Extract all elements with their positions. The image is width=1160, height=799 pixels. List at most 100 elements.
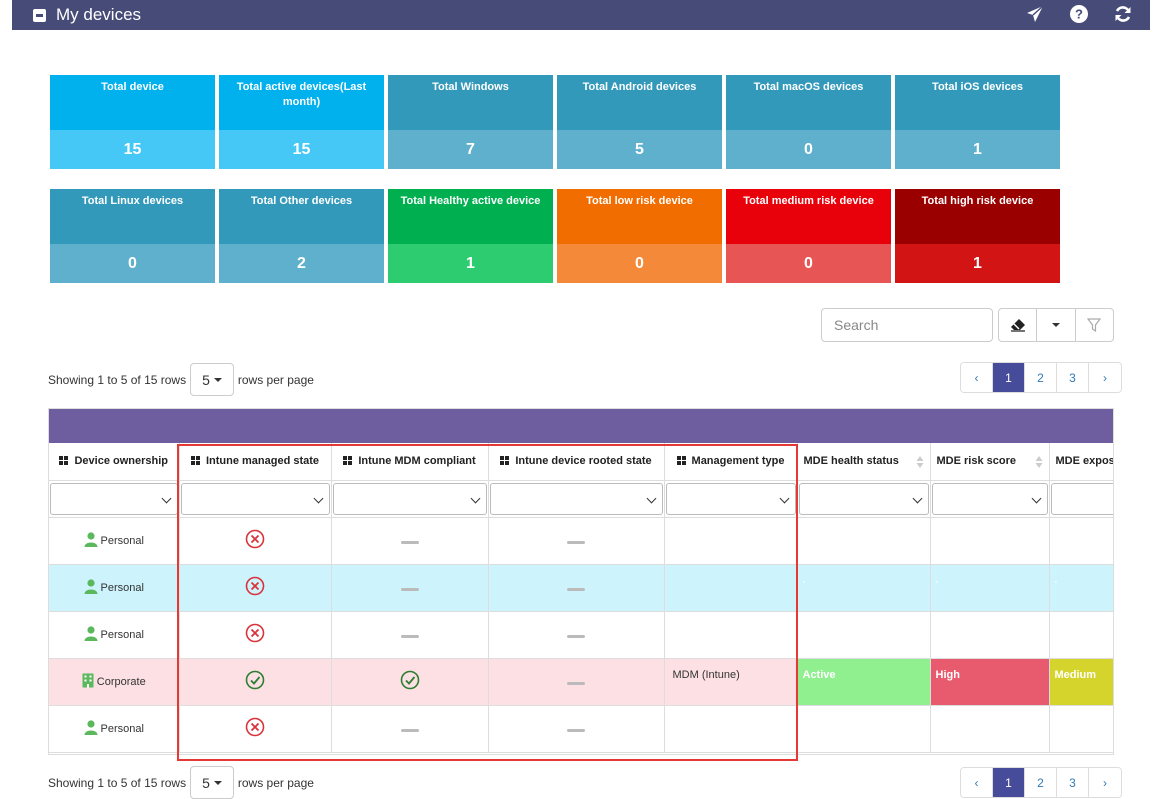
filter-cell [1049, 480, 1113, 518]
mde-exposure-filter-select[interactable] [1050, 482, 1113, 515]
empty-dash-icon [567, 634, 585, 638]
filter-cell [664, 480, 798, 518]
intune-managed-filter-select[interactable] [180, 482, 330, 515]
tile-total-other[interactable]: Total Other devices 2 [219, 189, 384, 283]
check-circle-icon [400, 670, 419, 690]
tile-value: 5 [557, 130, 722, 169]
table-row[interactable]: Corporate MDM (Intune) Active High Medium [49, 658, 1113, 706]
grid-icon [500, 456, 510, 466]
mde-risk-cell [930, 611, 1050, 659]
table-row[interactable]: Personal [49, 611, 1113, 659]
mde-health-filter-select[interactable] [798, 482, 929, 515]
intune-rooted-cell [488, 611, 665, 659]
rows-per-page-text: rows per page [237, 372, 314, 387]
empty-dash-icon [567, 681, 585, 685]
ownership-filter-select[interactable] [50, 482, 178, 515]
ownership-cell: Corporate [49, 658, 180, 706]
intune-compliant-cell [331, 705, 489, 753]
tile-total-ios[interactable]: Total iOS devices 1 [895, 75, 1060, 169]
empty-dash-icon [567, 728, 585, 732]
empty-dash-icon [400, 587, 419, 591]
management-type-filter-select[interactable] [665, 482, 796, 515]
column-header-management-type[interactable]: Management type [664, 443, 798, 481]
page-button[interactable]: 2 [1025, 363, 1057, 392]
mde-exposure-cell [1049, 705, 1113, 753]
table-row[interactable]: Personal - - - [49, 564, 1113, 612]
cell-text: - [935, 576, 939, 586]
tile-healthy-active[interactable]: Total Healthy active device 1 [388, 189, 553, 283]
mde-health-cell: - [797, 564, 931, 612]
intune-rooted-cell [488, 564, 665, 612]
collapse-icon[interactable] [33, 8, 46, 22]
tile-medium-risk[interactable]: Total medium risk device 0 [726, 189, 891, 283]
column-header-mde-exposure[interactable]: MDE expos [1049, 443, 1113, 481]
tile-label: Total Android devices [557, 75, 722, 130]
page-size-select[interactable]: 5 [190, 363, 234, 396]
column-header-intune-compliant[interactable]: Intune MDM compliant [331, 443, 489, 481]
next-page-button[interactable]: › [1089, 363, 1121, 392]
mde-health-cell [797, 517, 931, 565]
tile-total-windows[interactable]: Total Windows 7 [388, 75, 553, 169]
page-button[interactable]: 2 [1025, 768, 1057, 797]
intune-rooted-filter-select[interactable] [489, 482, 663, 515]
tile-label: Total Linux devices [50, 189, 215, 244]
column-label: MDE risk score [936, 455, 1016, 468]
pagination-top: ‹ 1 2 3 › [960, 362, 1122, 393]
tile-label: Total low risk device [557, 189, 722, 244]
table-row[interactable]: Personal [49, 705, 1113, 753]
tile-label: Total high risk device [895, 189, 1060, 244]
mde-risk-cell [930, 517, 1050, 565]
mde-exposure-cell: Medium [1049, 658, 1113, 706]
column-header-intune-managed[interactable]: Intune managed state [179, 443, 332, 481]
table-row[interactable]: Personal [49, 517, 1113, 565]
ownership: Corporate [82, 673, 146, 688]
grid-icon [676, 456, 686, 466]
page-button[interactable]: 1 [993, 363, 1025, 392]
intune-compliant-cell [331, 564, 489, 612]
tile-total-android[interactable]: Total Android devices 5 [557, 75, 722, 169]
tile-label: Total Healthy active device [388, 189, 553, 244]
empty-dash-icon [567, 587, 585, 591]
page-size-select[interactable]: 5 [190, 766, 234, 799]
clear-filters-button[interactable] [999, 309, 1038, 341]
not-managed-icon [245, 717, 265, 737]
empty-dash-icon [567, 540, 585, 544]
column-header-mde-risk[interactable]: MDE risk score [930, 443, 1050, 481]
filter-button[interactable] [1076, 309, 1113, 341]
paper-plane-icon[interactable] [1024, 3, 1046, 25]
refresh-icon[interactable] [1112, 3, 1134, 25]
tile-value: 7 [388, 130, 553, 169]
filter-cell [49, 480, 180, 518]
column-header-mde-health[interactable]: MDE health status [797, 443, 931, 481]
intune-rooted-cell [488, 658, 665, 706]
intune-compliant-cell [331, 611, 489, 659]
person-icon [84, 719, 98, 735]
tile-total-active[interactable]: Total active devices(Last month) 15 [219, 75, 384, 169]
prev-page-button[interactable]: ‹ [961, 768, 993, 797]
tile-low-risk[interactable]: Total low risk device 0 [557, 189, 722, 283]
page-button[interactable]: 3 [1057, 768, 1089, 797]
intune-compliant-filter-select[interactable] [332, 482, 487, 515]
mde-risk-cell [930, 705, 1050, 753]
page-button[interactable]: 1 [993, 768, 1025, 797]
help-icon[interactable]: ? [1068, 3, 1090, 25]
page-button[interactable]: 3 [1057, 363, 1089, 392]
tile-total-device[interactable]: Total device 15 [50, 75, 215, 169]
tile-value: 1 [895, 244, 1060, 283]
title-bar: My devices ? [12, 0, 1150, 30]
ownership-label: Personal [100, 722, 144, 735]
columns-dropdown-button[interactable] [1037, 309, 1076, 341]
intune-managed-cell [179, 705, 332, 753]
tile-total-linux[interactable]: Total Linux devices 0 [50, 189, 215, 283]
prev-page-button[interactable]: ‹ [961, 363, 993, 392]
cell-text: - [802, 576, 806, 586]
tile-high-risk[interactable]: Total high risk device 1 [895, 189, 1060, 283]
column-header-ownership[interactable]: Device ownership [49, 443, 180, 481]
tile-label: Total device [50, 75, 215, 130]
column-header-intune-rooted[interactable]: Intune device rooted state [488, 443, 665, 481]
mde-risk-filter-select[interactable] [931, 482, 1048, 515]
search-input[interactable] [821, 308, 993, 342]
next-page-button[interactable]: › [1089, 768, 1121, 797]
page-title: My devices [56, 5, 142, 24]
tile-total-macos[interactable]: Total macOS devices 0 [726, 75, 891, 169]
